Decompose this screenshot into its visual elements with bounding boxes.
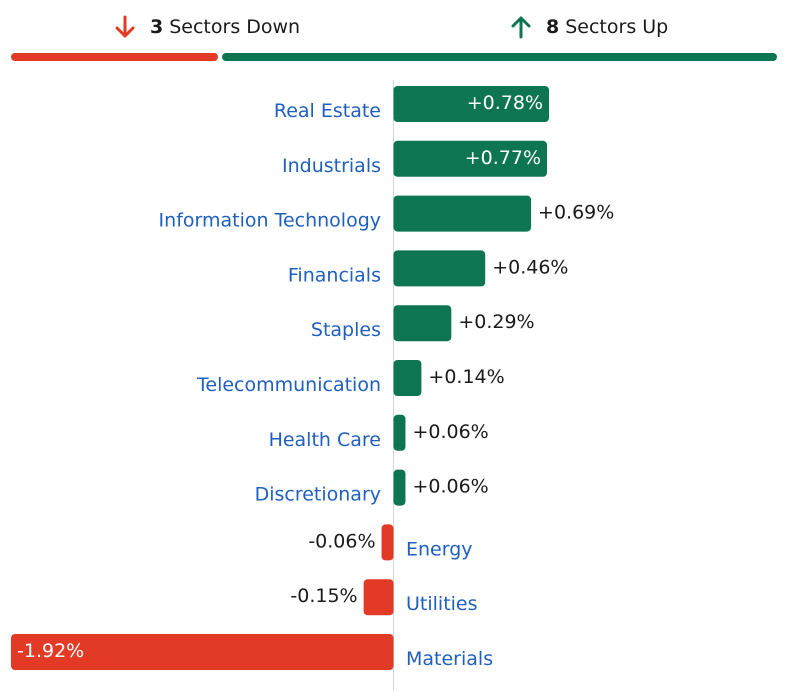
value-label-telecommunication: +0.14% — [428, 366, 504, 388]
category-label-telecommunication[interactable]: Telecommunication — [196, 374, 381, 396]
category-label-energy[interactable]: Energy — [406, 538, 473, 560]
value-label-discretionary: +0.06% — [412, 476, 488, 498]
sectors-up-ratio-bar — [222, 53, 777, 61]
arrow-down-icon — [115, 15, 135, 38]
value-label-industrials: +0.77% — [465, 147, 541, 169]
bar-row-real-estate: Real Estate +0.78% — [274, 86, 549, 122]
category-label-staples[interactable]: Staples — [311, 319, 381, 341]
value-label-financials: +0.46% — [492, 256, 568, 278]
bar-discretionary — [393, 469, 406, 506]
sectors-up-count: 8 — [546, 16, 560, 38]
value-label-information-technology: +0.69% — [538, 202, 614, 224]
bar-health-care — [393, 414, 406, 451]
bar-financials — [393, 250, 486, 287]
bar-row-industrials: Industrials +0.77% — [282, 140, 548, 177]
sectors-down-ratio-bar — [11, 53, 218, 61]
category-label-real-estate[interactable]: Real Estate — [274, 100, 381, 122]
sectors-up-label: Sectors Up — [565, 16, 669, 38]
sectors-down-summary: 3 Sectors Down — [114, 14, 300, 40]
bar-row-financials: Financials +0.46% — [288, 250, 568, 287]
bar-telecommunication — [393, 360, 422, 396]
bar-real-estate — [393, 86, 549, 122]
category-label-financials[interactable]: Financials — [288, 264, 381, 286]
bar-materials — [11, 634, 394, 670]
category-label-health-care[interactable]: Health Care — [269, 429, 381, 451]
bar-industrials — [393, 140, 548, 177]
sectors-down-count: 3 — [150, 16, 164, 38]
category-label-discretionary[interactable]: Discretionary — [255, 484, 381, 506]
value-label-health-care: +0.06% — [412, 421, 488, 443]
bar-row-energy: Energy -0.06% — [308, 524, 473, 561]
bar-row-information-technology: Information Technology +0.69% — [159, 195, 614, 232]
bar-staples — [393, 305, 452, 342]
bar-utilities — [363, 579, 394, 616]
bar-information-technology — [393, 195, 532, 232]
category-label-materials[interactable]: Materials — [406, 648, 493, 670]
sectors-down-label: Sectors Down — [169, 16, 301, 38]
sectors-up-summary: 8 Sectors Up — [510, 14, 668, 40]
bar-row-health-care: Health Care +0.06% — [269, 414, 489, 451]
value-label-energy: -0.06% — [308, 530, 375, 552]
bar-row-telecommunication: Telecommunication +0.14% — [196, 360, 505, 396]
value-label-materials: -1.92% — [17, 640, 84, 662]
bar-row-materials: Materials -1.92% — [11, 634, 493, 670]
arrow-up-icon — [511, 16, 531, 39]
bar-energy — [381, 524, 394, 561]
category-label-utilities[interactable]: Utilities — [406, 593, 478, 615]
bar-row-discretionary: Discretionary +0.06% — [255, 469, 489, 506]
category-label-industrials[interactable]: Industrials — [282, 155, 381, 177]
category-label-information-technology[interactable]: Information Technology — [159, 210, 381, 232]
bar-row-utilities: Utilities -0.15% — [290, 579, 478, 616]
value-label-staples: +0.29% — [458, 311, 534, 333]
value-label-utilities: -0.15% — [290, 585, 357, 607]
bar-row-staples: Staples +0.29% — [311, 305, 535, 342]
value-label-real-estate: +0.78% — [467, 92, 543, 114]
